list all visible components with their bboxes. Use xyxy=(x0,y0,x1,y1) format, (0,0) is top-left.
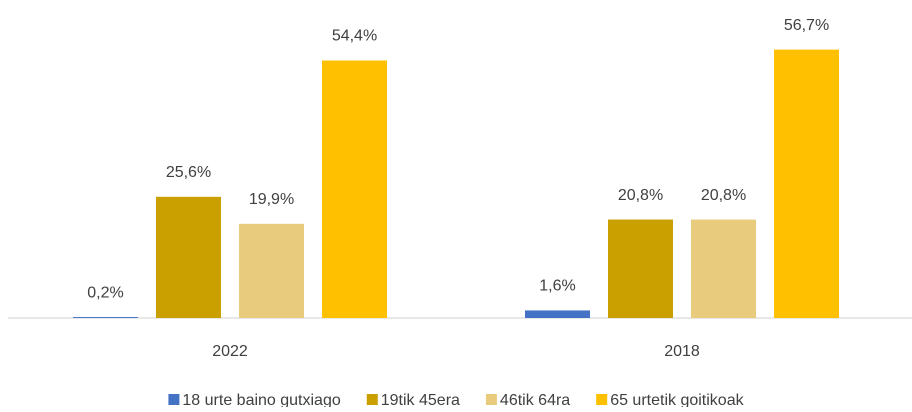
legend-label: 19tik 45era xyxy=(381,392,460,407)
data-label: 56,7% xyxy=(784,17,829,34)
data-label: 54,4% xyxy=(332,28,377,45)
legend-label: 18 urte baino gutxiago xyxy=(182,392,340,407)
data-label: 25,6% xyxy=(166,164,211,181)
bar xyxy=(156,196,221,318)
x-tick-label: 2022 xyxy=(212,343,248,360)
bar xyxy=(73,317,138,318)
bar xyxy=(608,219,673,318)
legend-swatch xyxy=(485,394,497,405)
bar xyxy=(239,223,304,318)
x-tick-label: 2018 xyxy=(664,343,700,360)
bar xyxy=(774,49,839,319)
legend-swatch xyxy=(366,394,378,405)
legend-swatch xyxy=(596,394,608,405)
data-label: 1,6% xyxy=(539,278,575,295)
legend-swatch xyxy=(168,394,180,405)
bar xyxy=(525,310,590,318)
bar xyxy=(322,60,387,319)
legend-label: 46tik 64ra xyxy=(500,392,570,407)
data-label: 20,8% xyxy=(618,187,663,204)
data-label: 20,8% xyxy=(701,187,746,204)
data-label: 0,2% xyxy=(87,284,123,301)
data-label: 19,9% xyxy=(249,191,294,208)
legend-label: 65 urtetik goitikoak xyxy=(610,392,744,407)
bar xyxy=(691,219,756,318)
